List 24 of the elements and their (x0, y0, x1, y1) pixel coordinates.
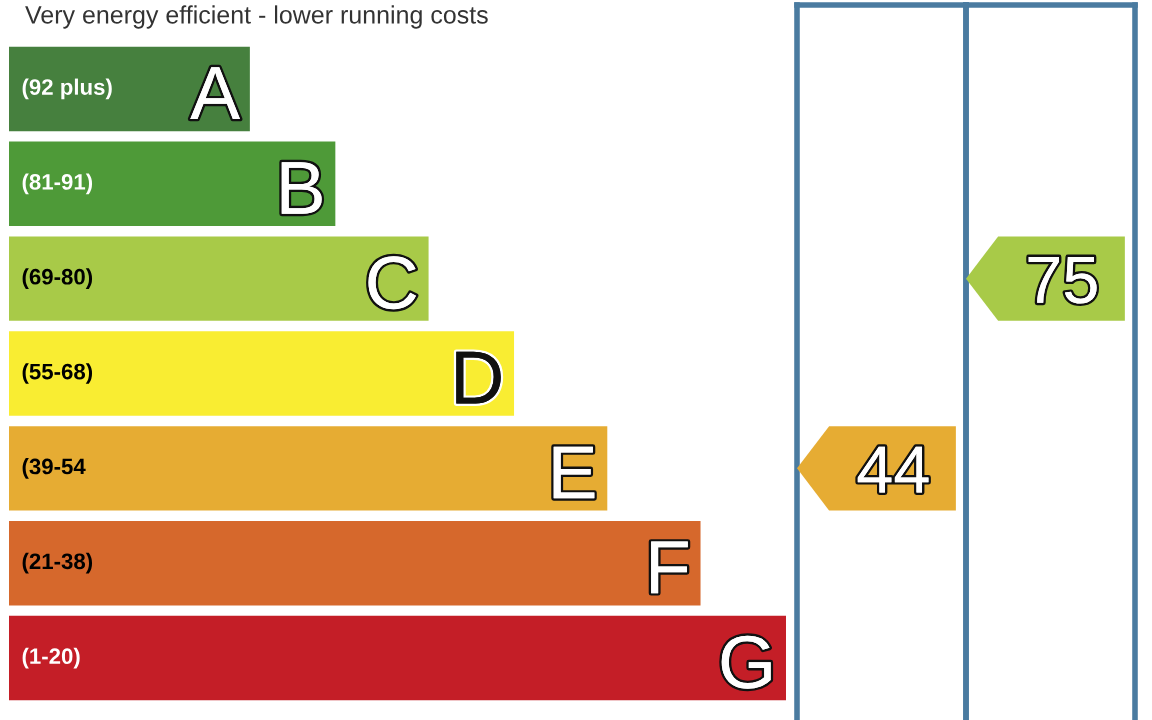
text: 75 (1028, 256, 1097, 304)
annotation: (39-54 (22, 458, 86, 479)
annotation: (92 plus) (22, 78, 112, 100)
annotation: (81-91) (22, 173, 93, 195)
y-tick-label: B (281, 162, 322, 214)
y-tick-label: C (368, 256, 416, 310)
y-tick-label: F (651, 541, 688, 594)
bar (9, 331, 515, 416)
annotation: (55-68) (22, 363, 93, 384)
annotation: (69-80) (22, 268, 93, 289)
bar (9, 426, 608, 511)
annotation: (21-38) (22, 552, 93, 574)
y-tick-label: E (553, 446, 595, 499)
y-tick-label: D (456, 351, 501, 404)
text: 44 (857, 446, 929, 493)
y-tick-label: A (190, 67, 240, 119)
bar (9, 46, 250, 132)
annotation: (1-20) (22, 647, 80, 669)
chart-title: Very energy efficient - lower running costs (25, 5, 488, 29)
bar (9, 141, 336, 226)
bar (9, 615, 786, 701)
bar (9, 236, 429, 321)
y-tick-label: G (721, 635, 771, 689)
bar (9, 521, 701, 606)
